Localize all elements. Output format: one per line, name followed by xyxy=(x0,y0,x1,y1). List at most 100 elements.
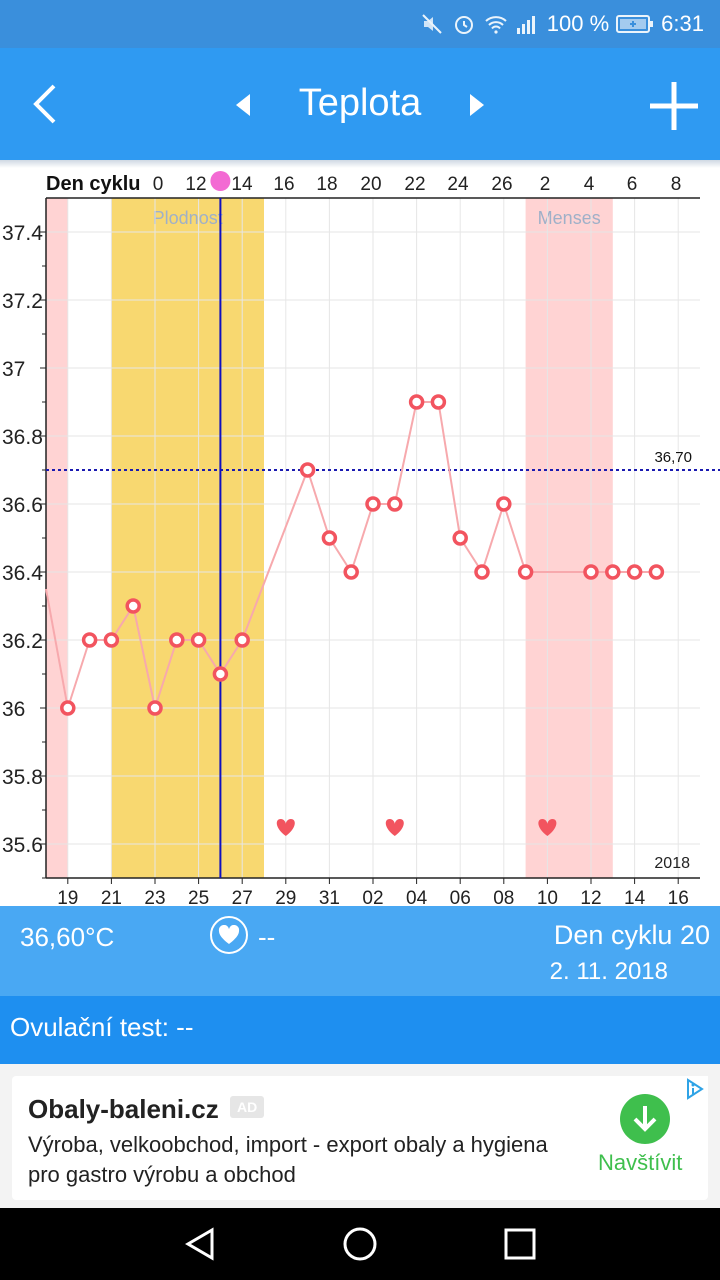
intercourse-value: -- xyxy=(258,922,276,952)
y-tick-label: 36 xyxy=(2,698,25,721)
top-axis-label: Den cyklu xyxy=(46,173,140,195)
temperature-point xyxy=(648,564,665,580)
temperature-line-segment xyxy=(132,605,156,709)
clock: 6:31 xyxy=(661,11,704,36)
temperature-line-segment xyxy=(306,469,331,539)
temperature-line-segment xyxy=(350,503,374,573)
bottom-tick-label: 14 xyxy=(624,888,646,906)
chart-svg[interactable]: Plodnost Menses 37.4 37.2 37 36.8 36.6 36.4 36.2… xyxy=(0,166,720,909)
system-nav-bar xyxy=(0,1208,720,1280)
year-label: 2018 xyxy=(654,855,690,872)
mute-icon xyxy=(419,11,445,37)
intercourse-heart-icon xyxy=(538,819,557,836)
top-tick-label: 12 xyxy=(185,174,206,195)
app-bar-shadow xyxy=(0,160,720,168)
y-tick-label: 35.8 xyxy=(2,766,43,789)
temperature-point xyxy=(365,496,381,512)
plus-icon[interactable] xyxy=(648,80,700,132)
temperature-point xyxy=(81,632,98,648)
y-tick-label: 37.4 xyxy=(2,222,43,245)
temperature-point xyxy=(147,700,163,716)
temperature-line-segment xyxy=(481,503,505,573)
temperature-point xyxy=(212,666,229,682)
app-bar: Teplota xyxy=(0,48,720,160)
temperature-point xyxy=(583,564,599,580)
ad-cta-button[interactable]: Navštívit xyxy=(598,1150,683,1175)
temperature-line-segment xyxy=(45,588,69,709)
temperature-point xyxy=(408,394,425,410)
threshold-label: 36,70 xyxy=(654,449,692,466)
bottom-tick-label: 10 xyxy=(537,888,558,906)
temperature-point xyxy=(517,564,534,580)
bottom-tick-label: 27 xyxy=(232,888,253,906)
selected-date: 2. 11. 2018 xyxy=(549,958,668,985)
temperature-point xyxy=(299,462,316,478)
bottom-tick-label: 19 xyxy=(57,888,78,906)
signal-icon xyxy=(515,11,541,37)
chart-band xyxy=(525,198,613,878)
battery-percent: 100 % xyxy=(546,11,610,36)
top-tick-label: 22 xyxy=(404,174,425,195)
y-tick-label: 36.8 xyxy=(2,426,43,449)
temperature-point xyxy=(496,496,512,512)
ad-badge: AD xyxy=(230,1096,265,1118)
page-title: Teplota xyxy=(298,82,422,124)
intercourse-heart-icon xyxy=(276,819,295,836)
y-tick-label: 37.2 xyxy=(2,290,43,313)
intercourse-heart-icon xyxy=(385,819,404,836)
y-tick-label: 37 xyxy=(2,358,25,381)
current-day-marker xyxy=(210,171,231,191)
temperature-point xyxy=(103,632,120,648)
status-bar: 100 % 6:31 xyxy=(0,0,720,48)
temperature-point xyxy=(387,496,403,512)
temperature-point xyxy=(234,632,250,648)
alarm-icon xyxy=(451,11,477,37)
temperature-point xyxy=(343,564,359,580)
temperature-point xyxy=(605,564,621,580)
temperature-point xyxy=(190,632,207,648)
temperature-line-segment xyxy=(437,401,462,539)
temperature-point xyxy=(125,598,141,614)
top-tick-label: 26 xyxy=(491,174,512,195)
intercourse-heart-icon[interactable] xyxy=(210,916,248,954)
y-tick-label: 36.2 xyxy=(2,630,43,653)
temperature-point xyxy=(169,632,185,648)
temperature-point xyxy=(321,530,338,546)
bottom-tick-label: 21 xyxy=(101,888,122,906)
top-tick-label: 4 xyxy=(584,174,595,195)
ovulation-test[interactable]: Ovulační test: -- xyxy=(0,996,720,1064)
bottom-tick-label: 16 xyxy=(668,888,689,906)
bottom-tick-label: 08 xyxy=(493,888,514,906)
back-arrow-icon[interactable] xyxy=(24,78,68,130)
bottom-tick-label: 04 xyxy=(406,888,428,906)
next-triangle-icon[interactable] xyxy=(466,92,488,118)
temperature-line-segment xyxy=(502,503,527,573)
top-tick-label: 20 xyxy=(360,174,381,195)
y-tick-label: 36.4 xyxy=(2,562,43,585)
bottom-tick-label: 12 xyxy=(580,888,601,906)
ad-title[interactable]: Obaly-baleni.cz xyxy=(28,1094,219,1124)
bottom-tick-label: 02 xyxy=(362,888,383,906)
y-tick-label: 35.6 xyxy=(2,834,43,857)
selected-temperature: 36,60°C xyxy=(20,922,115,952)
prev-triangle-icon[interactable] xyxy=(232,92,254,118)
temperature-line-segment xyxy=(241,469,309,641)
download-icon[interactable] xyxy=(620,1094,670,1144)
temperature-point xyxy=(430,394,447,410)
ad-card[interactable]: Obaly-baleni.cz AD Výroba, velkoobchod, … xyxy=(12,1076,708,1200)
nav-home-icon[interactable] xyxy=(342,1226,378,1262)
nav-back-icon[interactable] xyxy=(182,1226,218,1262)
temperature-point xyxy=(60,700,76,716)
bottom-tick-label: 31 xyxy=(319,888,340,906)
top-tick-label: 8 xyxy=(671,174,682,195)
nav-recents-icon[interactable] xyxy=(502,1226,538,1262)
top-tick-label: 18 xyxy=(316,174,337,195)
ad-text[interactable]: Výroba, velkoobchod, import - export oba… xyxy=(28,1132,548,1187)
ad-banner[interactable]: Obaly-baleni.cz AD Výroba, velkoobchod, … xyxy=(0,1064,720,1208)
top-tick-label: 2 xyxy=(540,174,551,195)
temperature-chart[interactable]: Plodnost Menses 37.4 37.2 37 36.8 36.6 36.4 36.2… xyxy=(0,166,720,909)
adchoices-icon[interactable] xyxy=(682,1076,708,1102)
battery-icon xyxy=(615,11,655,37)
top-tick-label: 14 xyxy=(231,174,253,195)
bottom-tick-label: 29 xyxy=(275,888,296,906)
